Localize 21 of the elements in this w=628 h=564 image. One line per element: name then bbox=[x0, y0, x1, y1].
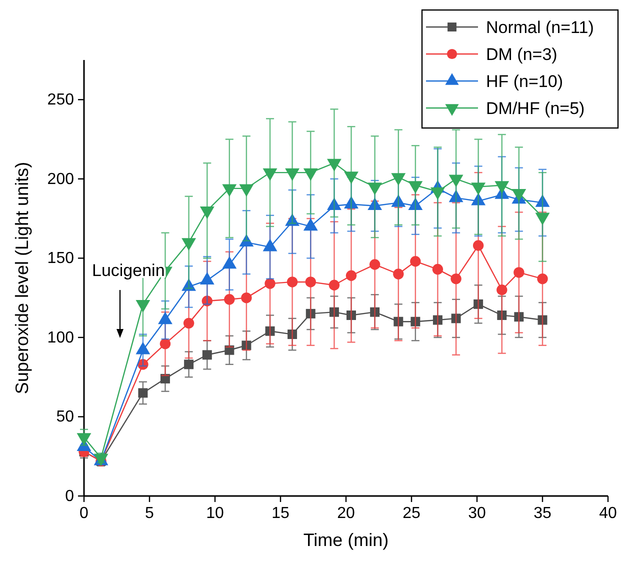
x-tick-label: 20 bbox=[337, 505, 355, 522]
y-tick-label: 250 bbox=[47, 92, 74, 109]
y-tick-label: 100 bbox=[47, 329, 74, 346]
y-tick-label: 200 bbox=[47, 170, 74, 188]
y-axis-title: Superoxide level (Light units) bbox=[12, 162, 32, 394]
x-tick-label: 40 bbox=[599, 505, 617, 522]
x-tick-label: 35 bbox=[534, 505, 552, 522]
x-tick-label: 25 bbox=[402, 505, 420, 522]
x-tick-label: 30 bbox=[468, 505, 486, 522]
x-tick-label: 0 bbox=[80, 505, 89, 522]
legend-label: DM (n=3) bbox=[486, 45, 558, 64]
legend-label: HF (n=10) bbox=[486, 72, 563, 91]
x-tick-label: 5 bbox=[145, 505, 154, 522]
y-tick-label: 0 bbox=[65, 488, 74, 505]
x-tick-label: 15 bbox=[272, 505, 290, 522]
y-tick-label: 50 bbox=[56, 408, 74, 426]
x-tick-label: 10 bbox=[206, 505, 224, 522]
legend-label: DM/HF (n=5) bbox=[486, 99, 585, 118]
y-tick-label: 150 bbox=[47, 250, 74, 268]
x-axis-title: Time (min) bbox=[303, 530, 389, 550]
legend-label: Normal (n=11) bbox=[486, 18, 594, 37]
